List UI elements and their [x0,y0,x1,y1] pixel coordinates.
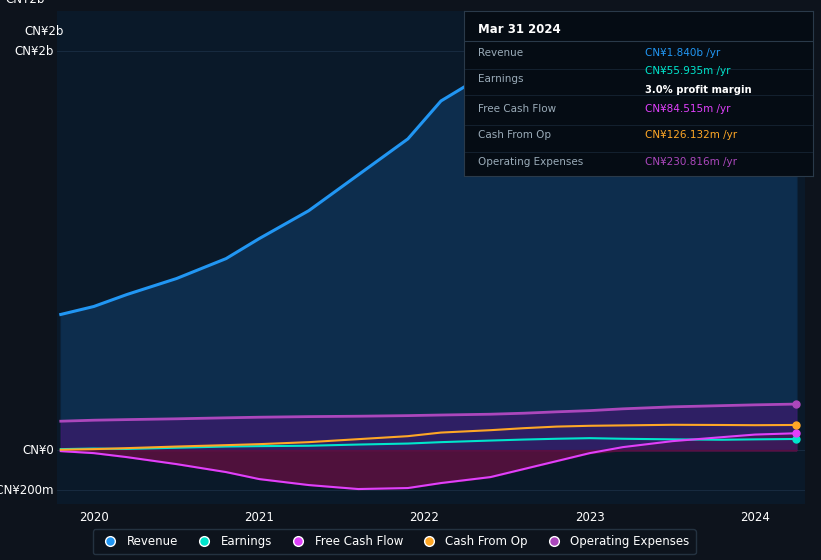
Text: CN¥0: CN¥0 [22,444,53,456]
Text: CN¥2b: CN¥2b [14,45,53,58]
Text: CN¥2b: CN¥2b [25,25,64,38]
Legend: Revenue, Earnings, Free Cash Flow, Cash From Op, Operating Expenses: Revenue, Earnings, Free Cash Flow, Cash … [93,529,695,554]
Text: Revenue: Revenue [478,48,523,58]
Text: CN¥55.935m /yr: CN¥55.935m /yr [645,66,731,76]
Text: CN¥126.132m /yr: CN¥126.132m /yr [645,130,737,140]
Text: CN¥230.816m /yr: CN¥230.816m /yr [645,157,737,166]
Text: Mar 31 2024: Mar 31 2024 [478,23,561,36]
Text: CN¥2b: CN¥2b [5,0,44,6]
Text: Cash From Op: Cash From Op [478,130,551,140]
Text: CN¥84.515m /yr: CN¥84.515m /yr [645,104,731,114]
Text: Free Cash Flow: Free Cash Flow [478,104,556,114]
Text: Operating Expenses: Operating Expenses [478,157,583,166]
Text: CN¥1.840b /yr: CN¥1.840b /yr [645,48,721,58]
Text: 3.0% profit margin: 3.0% profit margin [645,86,752,96]
Text: -CN¥200m: -CN¥200m [0,483,53,497]
Text: Earnings: Earnings [478,74,523,84]
